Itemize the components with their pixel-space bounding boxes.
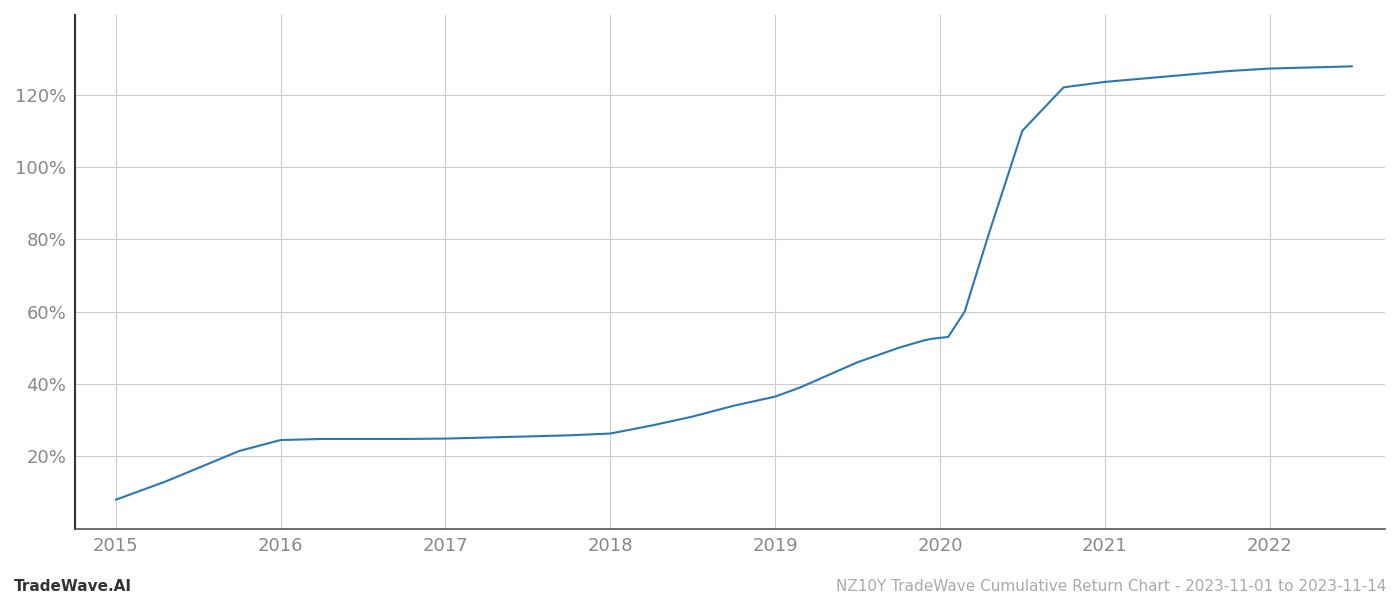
Text: NZ10Y TradeWave Cumulative Return Chart - 2023-11-01 to 2023-11-14: NZ10Y TradeWave Cumulative Return Chart … <box>836 579 1386 594</box>
Text: TradeWave.AI: TradeWave.AI <box>14 579 132 594</box>
